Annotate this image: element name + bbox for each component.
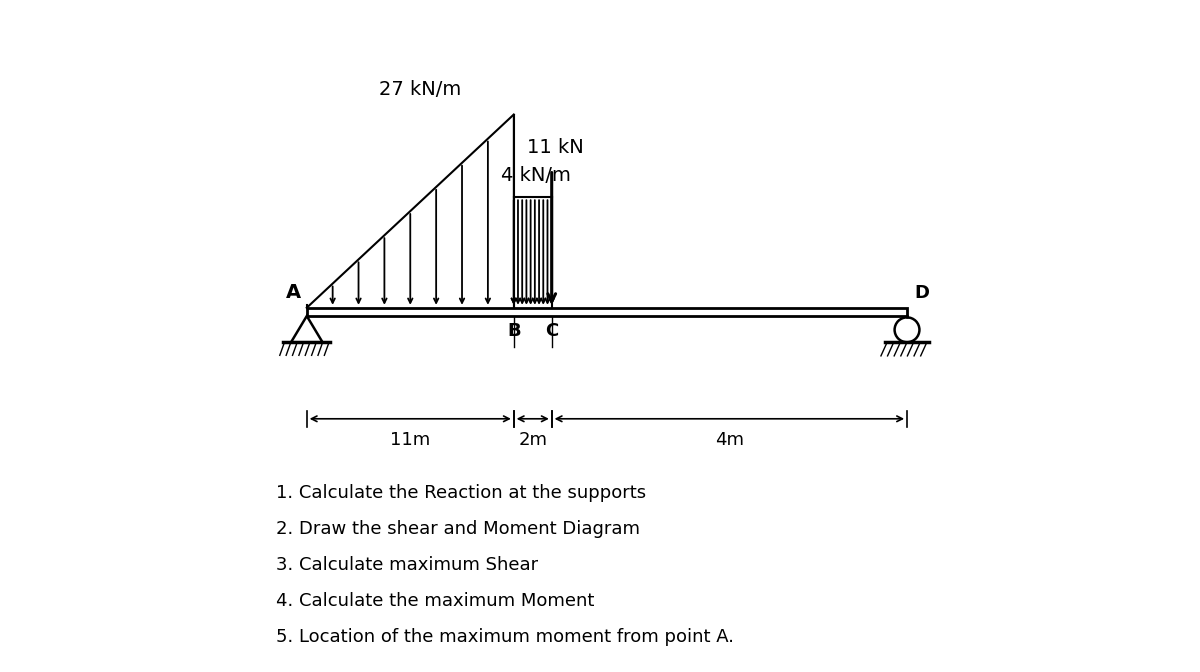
Bar bbox=[307, 308, 907, 316]
Circle shape bbox=[894, 317, 919, 342]
Text: 4m: 4m bbox=[715, 431, 744, 449]
Text: 11 kN: 11 kN bbox=[527, 138, 583, 157]
Text: 11m: 11m bbox=[390, 431, 431, 449]
Text: 3. Calculate maximum Shear: 3. Calculate maximum Shear bbox=[276, 556, 538, 574]
Text: B: B bbox=[506, 321, 521, 339]
Text: 4 kN/m: 4 kN/m bbox=[502, 166, 571, 185]
Text: 5. Location of the maximum moment from point A.: 5. Location of the maximum moment from p… bbox=[276, 628, 733, 646]
Text: 2. Draw the shear and Moment Diagram: 2. Draw the shear and Moment Diagram bbox=[276, 520, 640, 538]
Text: 4. Calculate the maximum Moment: 4. Calculate the maximum Moment bbox=[276, 592, 594, 610]
Text: 1. Calculate the Reaction at the supports: 1. Calculate the Reaction at the support… bbox=[276, 485, 646, 503]
Text: A: A bbox=[286, 283, 301, 302]
Text: 27 kN/m: 27 kN/m bbox=[379, 81, 462, 99]
Text: C: C bbox=[545, 321, 558, 339]
Polygon shape bbox=[292, 316, 323, 342]
Text: D: D bbox=[914, 284, 929, 302]
Text: 2m: 2m bbox=[518, 431, 547, 449]
